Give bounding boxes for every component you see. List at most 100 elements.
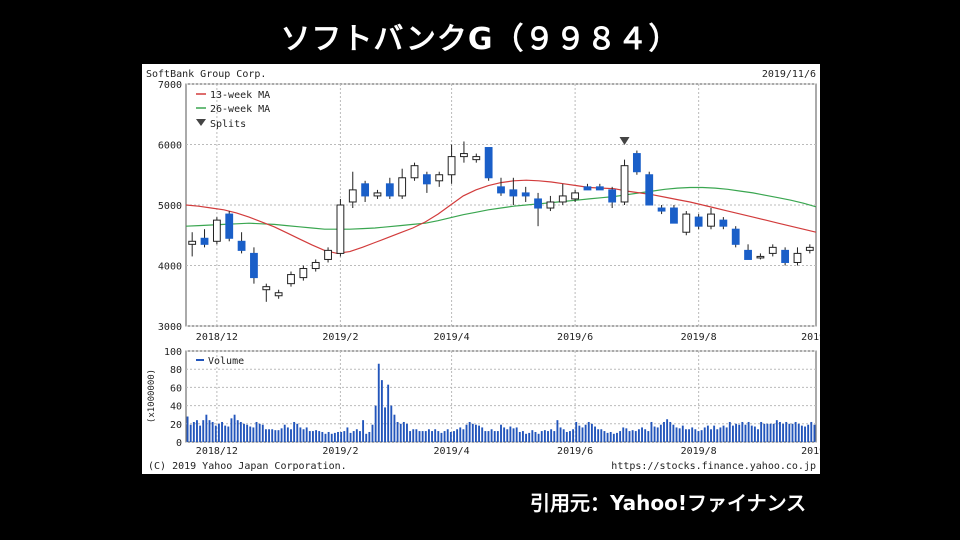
volume-bar: [449, 431, 452, 442]
volume-bar: [572, 429, 575, 442]
candle: [225, 211, 234, 242]
legend-ma13-label: 13-week MA: [210, 90, 270, 101]
volume-bar: [684, 429, 687, 442]
candle: [497, 177, 505, 196]
candle-body: [311, 261, 320, 270]
candle-body: [509, 189, 518, 197]
volume-bar: [584, 424, 587, 442]
candle: [250, 247, 258, 284]
volume-bar: [202, 420, 205, 442]
volume-bar: [243, 423, 245, 442]
volume-bar: [299, 427, 302, 442]
candle: [682, 211, 691, 236]
volume-bar: [719, 427, 722, 442]
volume-bar: [312, 431, 314, 442]
volume-bar: [578, 425, 581, 442]
candle: [324, 247, 332, 263]
volume-bar: [371, 424, 374, 442]
candle: [212, 217, 221, 245]
volume-bar: [616, 432, 618, 442]
volume-bar: [374, 405, 377, 442]
volume-bar: [569, 431, 571, 442]
volume-bar: [268, 429, 270, 442]
volume-bar: [333, 432, 336, 442]
volume-tick-label: 40: [170, 402, 182, 413]
stock-chart: SoftBank Group Corp. 2019/11/6 3000 4000 5…: [146, 69, 820, 472]
candle: [583, 183, 592, 191]
candle-body: [361, 183, 370, 197]
volume-bar: [453, 431, 455, 442]
volume-bar: [534, 431, 537, 442]
candle: [571, 189, 580, 202]
volume-bar: [741, 421, 744, 442]
volume-bar: [666, 419, 669, 442]
candle-body: [756, 255, 765, 259]
volume-bar: [663, 421, 665, 442]
volume-bar: [559, 427, 562, 442]
volume-bar: [669, 421, 672, 442]
candle-body: [670, 207, 678, 224]
volume-bar: [271, 429, 274, 442]
volume-bar: [804, 426, 806, 442]
volume-bar: [255, 421, 258, 442]
volume-bar: [258, 423, 261, 442]
volume-bar: [456, 429, 459, 442]
candle-body: [521, 192, 530, 197]
volume-bar: [302, 429, 305, 442]
volume-bar: [484, 431, 487, 442]
volume-bar: [738, 424, 741, 442]
ma26-line: [185, 186, 817, 230]
volume-bar: [706, 425, 709, 442]
volume-bar: [713, 425, 716, 442]
volume-bar: [785, 421, 788, 442]
volume-bar: [346, 427, 349, 442]
page-title: ソフトバンクG（９９８４）: [280, 22, 680, 57]
volume-bar: [500, 424, 502, 442]
volume-bar: [540, 431, 543, 442]
volume-bar: [217, 423, 220, 442]
price-x-tick-label: 2019/6: [557, 332, 593, 343]
volume-bar: [694, 429, 697, 442]
candle-body: [768, 246, 777, 254]
volume-bar: [612, 433, 615, 442]
volume-bar: [337, 431, 339, 442]
volume-bar: [362, 420, 365, 442]
volume-bar: [710, 429, 712, 442]
volume-bar: [196, 420, 198, 442]
volume-bar: [412, 429, 415, 442]
volume-bar: [631, 430, 634, 442]
volume-bar: [286, 427, 289, 442]
volume-bar: [760, 421, 763, 442]
candle: [200, 229, 209, 248]
volume-bar: [305, 427, 308, 442]
volume-bar: [581, 427, 584, 442]
volume-bar: [782, 423, 785, 442]
candle-body: [398, 177, 407, 197]
candle-body: [385, 183, 394, 197]
volume-bar: [537, 433, 540, 442]
volume-bar: [462, 429, 465, 442]
candle-body: [707, 213, 715, 227]
volume-bar: [700, 430, 703, 442]
candle: [385, 177, 394, 199]
volume-bar: [421, 431, 424, 442]
candlesticks: [188, 141, 814, 302]
volume-bar: [716, 429, 719, 442]
volume-bar: [650, 421, 653, 442]
candle: [731, 226, 740, 248]
volume-bar: [575, 421, 578, 442]
volume-bar: [503, 427, 506, 442]
candle-body: [348, 189, 357, 203]
candle: [657, 205, 666, 215]
site-url[interactable]: https://stocks.finance.yahoo.co.jp: [611, 461, 816, 472]
volume-bar: [810, 421, 813, 442]
candle-body: [262, 286, 271, 291]
volume-bar: [327, 431, 330, 442]
volume-bar: [443, 431, 446, 442]
split-marker-icon: [619, 137, 630, 145]
volume-bar: [556, 420, 559, 442]
volume-bar: [205, 414, 208, 442]
volume-bar: [343, 431, 346, 442]
volume-bar: [199, 425, 202, 442]
volume-bar: [321, 431, 324, 442]
